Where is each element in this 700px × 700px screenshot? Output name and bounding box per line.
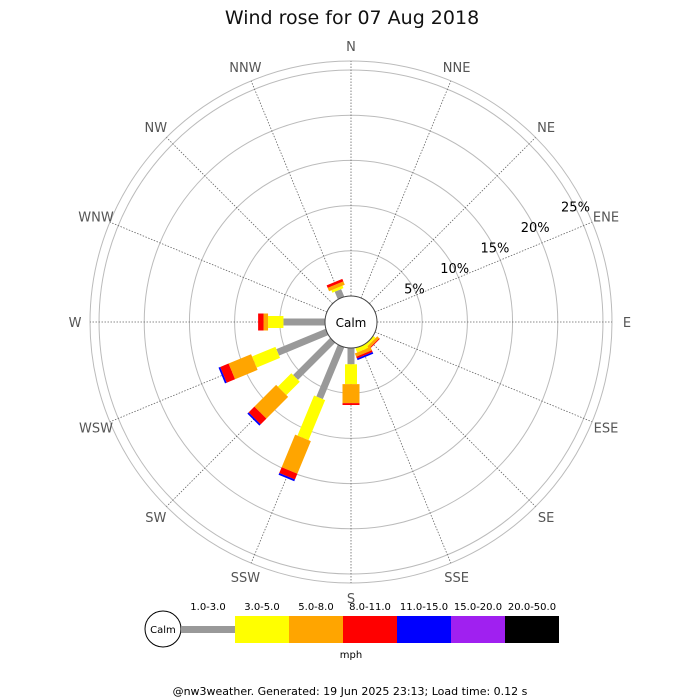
legend-swatch-2	[289, 616, 343, 643]
direction-label-se: SE	[538, 511, 554, 526]
petal-wsw-bin-3	[220, 363, 236, 383]
legend-label-5: 15.0-20.0	[454, 602, 502, 613]
ring-label-20: 20%	[521, 221, 550, 236]
legend-calm-label: Calm	[150, 625, 176, 636]
ring-label-25: 25%	[561, 201, 590, 216]
direction-label-w: W	[69, 316, 82, 331]
petal-wsw-bin-4	[218, 366, 227, 384]
petal-sse-bin-2	[354, 346, 372, 357]
spoke-sse	[360, 345, 452, 564]
ring-label-5: 5%	[404, 283, 425, 298]
spoke-nnw	[250, 80, 342, 299]
direction-label-e: E	[623, 316, 631, 331]
legend-label-0: 1.0-3.0	[190, 602, 225, 613]
legend-label-1: 3.0-5.0	[244, 602, 279, 613]
ring-label-10: 10%	[440, 262, 469, 277]
direction-label-ne: NE	[537, 121, 555, 136]
direction-label-ese: ESE	[594, 422, 619, 437]
legend-label-3: 8.0-11.0	[349, 602, 391, 613]
calm-marker: Calm	[324, 295, 378, 349]
petal-nnw-bin-3	[326, 278, 344, 288]
direction-label-wsw: WSW	[79, 422, 113, 437]
petal-sse-bin-3	[356, 350, 373, 359]
spoke-wnw	[109, 221, 328, 313]
chart-title: Wind rose for 07 Aug 2018	[225, 7, 479, 29]
direction-label-wnw: WNW	[78, 210, 114, 225]
legend-swatch-1	[235, 616, 289, 643]
petal-sw-bin-3	[248, 406, 267, 425]
legend-label-4: 11.0-15.0	[400, 602, 448, 613]
petal-nnw-bin-1	[331, 285, 344, 293]
petal-wsw-bin-0	[276, 328, 329, 356]
direction-label-ssw: SSW	[231, 571, 261, 586]
ring-labels: 5% 10% 15% 20% 25%	[404, 201, 590, 298]
legend-swatch-0	[181, 626, 235, 633]
petal-ssw-bin-2	[281, 434, 311, 474]
petal-sw-bin-1	[277, 373, 300, 396]
petal-sw-bin-2	[254, 384, 289, 419]
legend-swatch-6	[505, 616, 559, 643]
petal-nnw-bin-0	[334, 289, 345, 300]
legend: Calm 1.0-3.0 3.0-5.0 5.0-8.0 8.0-11.0 11.0-1…	[144, 602, 559, 661]
petal-ssw-bin-3	[279, 467, 298, 480]
wind-petals	[218, 278, 380, 482]
spoke-ne	[369, 137, 536, 304]
petal-se-bin-3	[367, 338, 380, 351]
direction-label-nnw: NNW	[229, 61, 261, 76]
direction-label-sse: SSE	[444, 571, 469, 586]
calm-label: Calm	[336, 316, 367, 330]
ring-label-15: 15%	[481, 242, 510, 257]
petal-sse-bin-1	[355, 343, 369, 353]
legend-swatch-3	[343, 616, 397, 643]
legend-label-6: 20.0-50.0	[508, 602, 556, 613]
direction-label-nne: NNE	[443, 61, 471, 76]
petal-sw-bin-4	[247, 412, 261, 426]
petal-ssw-bin-0	[316, 344, 345, 400]
petal-sw-bin-0	[293, 337, 336, 380]
petal-nnw-bin-2	[327, 281, 345, 292]
legend-units: mph	[340, 650, 362, 661]
petal-wsw-bin-2	[228, 354, 258, 380]
spoke-nw	[166, 137, 333, 304]
legend-swatch-4	[397, 616, 451, 643]
direction-label-ene: ENE	[593, 210, 619, 225]
petal-ssw-bin-1	[297, 395, 326, 441]
direction-label-n: N	[346, 40, 356, 55]
calm-circle	[324, 295, 378, 349]
spoke-ese	[374, 331, 593, 423]
direction-label-sw: SW	[145, 511, 166, 526]
legend-swatch-5	[451, 616, 505, 643]
direction-label-nw: NW	[145, 121, 168, 136]
petal-sse-bin-4	[356, 351, 374, 361]
spoke-ene	[374, 221, 593, 313]
legend-label-2: 5.0-8.0	[298, 602, 333, 613]
spoke-se	[369, 340, 536, 507]
spoke-nne	[360, 80, 452, 299]
petal-se-bin-2	[365, 336, 380, 351]
petal-ssw-bin-4	[278, 473, 295, 482]
footer-text: @nw3weather. Generated: 19 Jun 2025 23:1…	[173, 685, 528, 698]
direction-label-s: S	[347, 592, 355, 607]
petal-wsw-bin-1	[252, 346, 281, 368]
direction-labels: N NNE NE ENE E ESE SE SSE S SSW SW WSW W WNW NW NNW	[69, 40, 632, 607]
